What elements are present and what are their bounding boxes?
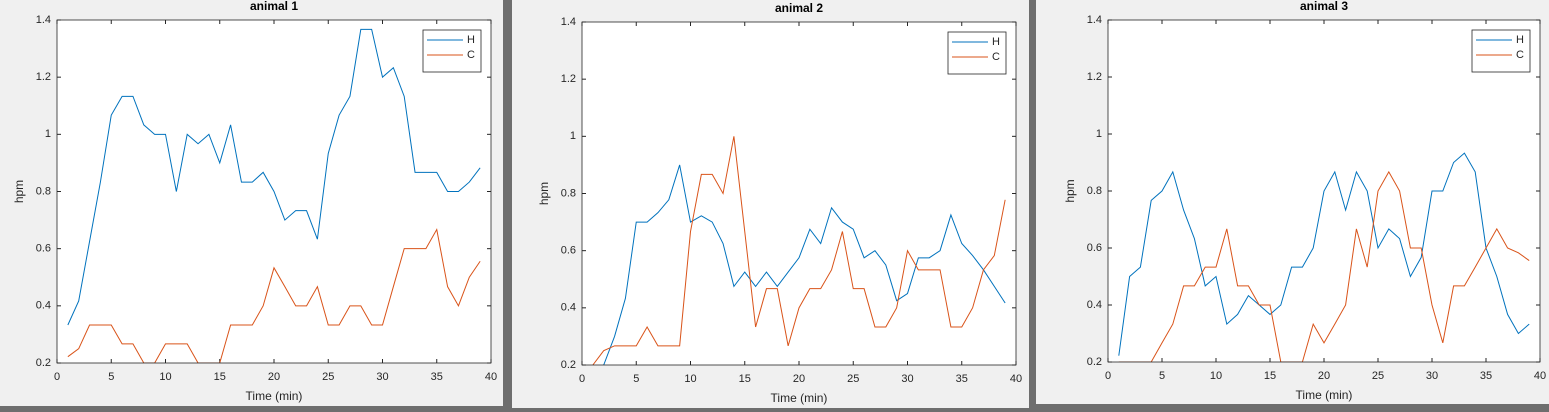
x-tick-label: 30 xyxy=(376,371,388,383)
x-tick-label: 10 xyxy=(684,373,696,385)
x-tick-label: 30 xyxy=(901,373,913,385)
x-tick-label: 40 xyxy=(485,371,497,383)
x-tick-label: 25 xyxy=(1372,370,1384,382)
axes-box xyxy=(581,21,1017,366)
x-tick-label: 25 xyxy=(847,373,859,385)
y-tick-label: 0.8 xyxy=(1087,185,1102,197)
x-tick-label: 5 xyxy=(1159,370,1165,382)
y-tick-label: 0.2 xyxy=(36,357,51,369)
x-tick-label: 35 xyxy=(1480,370,1492,382)
series-line xyxy=(67,228,481,363)
series-line xyxy=(67,28,481,326)
series-line xyxy=(592,136,1006,365)
legend-label: H xyxy=(1516,34,1524,46)
x-tick-label: 15 xyxy=(1264,370,1276,382)
x-tick-label: 20 xyxy=(793,373,805,385)
y-tick-label: 0.6 xyxy=(561,245,576,257)
series-line xyxy=(1118,152,1530,356)
x-tick-label: 0 xyxy=(579,373,585,385)
x-tick-label: 15 xyxy=(739,373,751,385)
x-axis-label: Time (min) xyxy=(1296,388,1353,402)
x-tick-label: 40 xyxy=(1010,373,1022,385)
legend-box xyxy=(1471,29,1531,73)
x-tick-label: 15 xyxy=(214,371,226,383)
y-tick-label: 1 xyxy=(45,128,51,140)
y-axis-label: hpm xyxy=(537,182,551,205)
legend-box xyxy=(422,29,482,73)
x-tick-label: 20 xyxy=(1318,370,1330,382)
y-tick-label: 0.2 xyxy=(561,359,576,371)
legend-label: C xyxy=(1516,49,1524,61)
x-tick-label: 0 xyxy=(1105,370,1111,382)
legend-label: C xyxy=(467,49,475,61)
y-tick-label: 0.8 xyxy=(561,187,576,199)
y-tick-label: 1.4 xyxy=(561,16,576,28)
legend-label: H xyxy=(467,34,475,46)
x-tick-label: 35 xyxy=(956,373,968,385)
y-tick-label: 1.2 xyxy=(561,73,576,85)
y-tick-label: 0.8 xyxy=(36,185,51,197)
x-tick-label: 40 xyxy=(1534,370,1546,382)
x-tick-label: 20 xyxy=(268,371,280,383)
x-axis-label: Time (min) xyxy=(246,389,303,403)
y-tick-label: 1 xyxy=(1096,128,1102,140)
x-tick-label: 5 xyxy=(108,371,114,383)
axes-box xyxy=(1107,19,1541,363)
x-tick-label: 10 xyxy=(1210,370,1222,382)
y-tick-label: 0.6 xyxy=(36,243,51,255)
y-tick-label: 0.4 xyxy=(36,300,51,312)
axes-box xyxy=(56,19,492,364)
legend-label: H xyxy=(992,36,1000,48)
y-tick-label: 1.4 xyxy=(1087,14,1102,26)
y-tick-label: 0.4 xyxy=(1087,299,1102,311)
x-tick-label: 10 xyxy=(159,371,171,383)
y-tick-label: 0.4 xyxy=(561,302,576,314)
x-tick-label: 5 xyxy=(633,373,639,385)
series-line xyxy=(603,164,1006,365)
y-tick-label: 0.6 xyxy=(1087,242,1102,254)
x-tick-label: 25 xyxy=(322,371,334,383)
y-axis-label: hpm xyxy=(1063,179,1077,202)
y-tick-label: 1.4 xyxy=(36,14,51,26)
legend-label: C xyxy=(992,51,1000,63)
x-tick-label: 30 xyxy=(1426,370,1438,382)
chart-title: animal 3 xyxy=(1300,0,1348,13)
x-tick-label: 35 xyxy=(431,371,443,383)
chart-title: animal 2 xyxy=(775,1,823,15)
series-line xyxy=(1118,170,1530,362)
chart-title: animal 1 xyxy=(250,0,298,13)
y-tick-label: 0.2 xyxy=(1087,356,1102,368)
x-axis-label: Time (min) xyxy=(771,391,828,405)
y-tick-label: 1.2 xyxy=(36,71,51,83)
y-tick-label: 1.2 xyxy=(1087,71,1102,83)
y-axis-label: hpm xyxy=(12,180,26,203)
legend-box xyxy=(947,31,1007,75)
y-tick-label: 1 xyxy=(570,130,576,142)
x-tick-label: 0 xyxy=(54,371,60,383)
